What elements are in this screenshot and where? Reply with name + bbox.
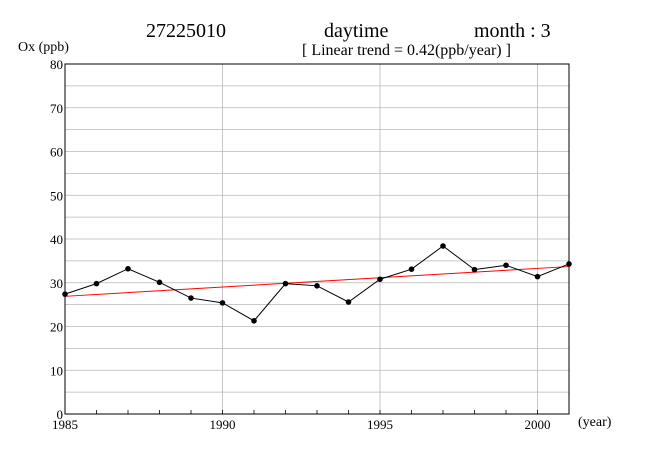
station-id: 27225010 xyxy=(146,20,226,42)
x-axis-label: (year) xyxy=(578,415,612,430)
plot-frame xyxy=(64,63,570,415)
data-point-1995 xyxy=(377,276,383,283)
y-tick-label-0: 0 xyxy=(57,407,64,422)
y-tick-label-70: 70 xyxy=(50,101,63,116)
y-tick-label-80: 80 xyxy=(50,57,63,72)
data-point-1999 xyxy=(503,262,509,269)
y-axis-label: Ox (ppb) xyxy=(18,40,69,55)
y-tick-label-60: 60 xyxy=(50,145,63,160)
data-point-1988 xyxy=(156,279,163,286)
series-group xyxy=(62,243,572,324)
data-point-1989 xyxy=(188,295,194,301)
x-tick-label-1995: 1995 xyxy=(367,417,393,432)
data-point-1986 xyxy=(93,280,100,287)
y-tick-label-50: 50 xyxy=(50,188,63,203)
x-tick-label-1985: 1985 xyxy=(52,417,78,432)
axis-ticks: 0 10 20 30 40 50 60 70 80 1985 1990 1995 2000 xyxy=(50,57,570,432)
y-tick-label-20: 20 xyxy=(50,320,63,335)
data-point-2000 xyxy=(534,273,541,280)
x-tick-label-2000: 2000 xyxy=(525,417,551,432)
trend-line xyxy=(64,266,570,297)
data-point-1991 xyxy=(251,318,257,324)
y-tick-label-30: 30 xyxy=(50,276,63,291)
data-point-1985 xyxy=(62,291,68,297)
trend-line-group xyxy=(64,266,570,297)
grid-lines xyxy=(64,63,569,415)
period-label: daytime xyxy=(324,20,389,42)
data-point-1992 xyxy=(282,280,289,287)
data-point-1996 xyxy=(408,266,415,272)
data-point-1997 xyxy=(440,243,446,249)
y-tick-label-10: 10 xyxy=(50,363,63,378)
trend-label: [ Linear trend = 0.42(ppb/year) ] xyxy=(302,42,511,59)
data-point-1987 xyxy=(125,265,131,272)
data-point-2001 xyxy=(566,261,572,267)
month-label: month : 3 xyxy=(474,20,551,42)
x-tick-label-1990: 1990 xyxy=(210,417,236,432)
data-point-1990 xyxy=(219,300,226,306)
data-point-1993 xyxy=(314,283,320,289)
data-point-1998 xyxy=(471,266,478,273)
y-tick-label-40: 40 xyxy=(50,232,63,247)
data-point-1994 xyxy=(345,299,352,305)
